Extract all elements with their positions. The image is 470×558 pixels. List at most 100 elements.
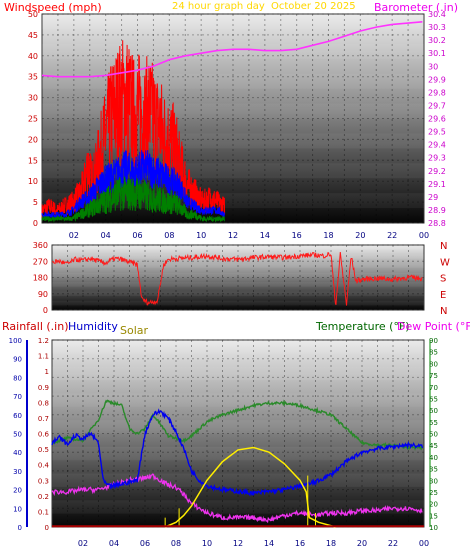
- rain-y-tick-label: 0.1: [38, 508, 49, 516]
- humidity-y-tick-label: 0: [18, 524, 22, 532]
- wind-y-tick-label: 15: [28, 156, 38, 165]
- humidity-series: [51, 408, 424, 497]
- humidity-panel-band: [52, 420, 424, 434]
- wind-y-tick-label: 45: [28, 31, 38, 40]
- baro-y-tick-label: 30.4: [428, 10, 446, 19]
- humidity-panel-band: [52, 340, 424, 354]
- x-tick-label: 08: [171, 539, 181, 548]
- dew-point-axis-title: Dew Point (°F): [397, 320, 470, 333]
- direction-panel-band: [52, 300, 424, 306]
- solar-axis-title: Solar: [120, 324, 149, 337]
- wind-direction-series: [51, 251, 423, 306]
- direction-y-tick-label: 270: [33, 257, 48, 266]
- axis-tick-labels: 02 04 06 08 10 12 14 16 18 20 22 000510152025303540…: [9, 10, 450, 548]
- x-tick-label: 00: [419, 539, 429, 548]
- temperature-y-tick-label: 70: [429, 384, 438, 392]
- x-tick-label: 06: [132, 231, 142, 240]
- baro-y-tick-label: 29.3: [428, 154, 446, 163]
- baro-y-tick-label: 29.4: [428, 141, 446, 150]
- wind-average-series: [41, 150, 226, 220]
- x-tick-label: 22: [387, 231, 397, 240]
- wind-y-tick-label: 30: [28, 94, 38, 103]
- temperature-y-tick-label: 50: [429, 431, 438, 439]
- x-tick-label: 20: [355, 231, 365, 240]
- wind-panel-band: [42, 14, 424, 29]
- compass-label: N: [440, 241, 447, 252]
- wind-y-tick-label: 10: [28, 177, 38, 186]
- compass-label: E: [440, 290, 446, 301]
- baro-y-tick-label: 28.9: [428, 206, 446, 215]
- humidity-y-tick-label: 10: [13, 505, 22, 513]
- barometer-axis-title: Barometer (.in): [374, 1, 458, 14]
- rain-y-tick-label: 0.3: [38, 477, 49, 485]
- humidity-panel-band: [52, 366, 424, 381]
- direction-y-tick-label: 90: [38, 290, 48, 299]
- x-tick-label: 18: [323, 231, 333, 240]
- wind-y-tick-label: 20: [28, 135, 38, 144]
- rain-y-tick-label: 1.1: [38, 353, 49, 361]
- compass-label: W: [440, 257, 450, 268]
- rainfall-axis-title: Rainfall (.in): [2, 320, 69, 333]
- baro-y-tick-label: 28.8: [428, 219, 446, 228]
- x-tick-label: 16: [295, 539, 305, 548]
- humidity-y-tick-label: 70: [13, 393, 22, 401]
- humidity-panel-background: [52, 340, 424, 527]
- rain-y-tick-label: 0.6: [38, 431, 50, 439]
- temperature-y-tick-label: 15: [429, 512, 438, 520]
- humidity-y-tick-label: 40: [13, 449, 22, 457]
- direction-panel-band: [52, 282, 424, 287]
- wind-panel-band: [42, 133, 424, 149]
- baro-y-tick-label: 29.9: [428, 75, 446, 84]
- x-tick-label: 18: [326, 539, 336, 548]
- compass-label: N: [440, 306, 447, 317]
- temperature-y-tick-label: 55: [429, 419, 438, 427]
- temperature-y-tick-label: 10: [429, 524, 438, 532]
- direction-y-tick-label: 360: [33, 241, 48, 250]
- humidity-y-tick-label: 60: [13, 412, 22, 420]
- chart-date: October 20 2025: [271, 1, 356, 12]
- humidity-panel-band: [52, 393, 424, 407]
- wind-panel-border: [41, 13, 425, 224]
- baro-y-tick-label: 30.3: [428, 23, 446, 32]
- humidity-y-tick-label: 20: [13, 487, 22, 495]
- temperature-axis-title: Temperature (°F): [315, 320, 410, 333]
- x-tick-label: 22: [388, 539, 398, 548]
- direction-panel-band: [52, 272, 424, 278]
- direction-panel-band: [52, 254, 424, 259]
- x-tick-label: 00: [419, 231, 429, 240]
- direction-panel-band: [52, 263, 424, 269]
- baro-y-tick-label: 29.7: [428, 101, 446, 110]
- temperature-y-tick-label: 65: [429, 395, 438, 403]
- temperature-y-tick-label: 35: [429, 466, 438, 474]
- temperature-y-tick-label: 80: [429, 360, 438, 368]
- rain-y-tick-label: 1: [45, 368, 49, 376]
- x-tick-label: 04: [109, 539, 119, 548]
- x-tick-label: 12: [228, 231, 238, 240]
- temperature-y-tick-label: 40: [429, 454, 438, 462]
- temperature-y-tick-label: 90: [429, 337, 438, 345]
- humidity-panel-band: [52, 500, 424, 514]
- wind-y-tick-label: 25: [28, 115, 38, 124]
- chart-title: 24 hour graph day: [172, 1, 265, 12]
- wind-y-tick-label: 50: [28, 10, 38, 19]
- barometer-series: [41, 21, 423, 78]
- baro-y-tick-label: 29.6: [428, 115, 446, 124]
- wind-y-tick-label: 5: [33, 198, 38, 207]
- compass-label: S: [440, 274, 446, 285]
- direction-y-tick-label: 180: [33, 274, 48, 283]
- x-tick-label: 14: [260, 231, 270, 240]
- baro-y-tick-label: 29.5: [428, 128, 446, 137]
- direction-panel-band: [52, 245, 424, 250]
- rain-y-tick-label: 0.5: [38, 446, 49, 454]
- rain-y-tick-label: 0.2: [38, 493, 49, 501]
- baro-y-tick-label: 30: [428, 62, 438, 71]
- x-tick-label: 10: [202, 539, 212, 548]
- direction-y-tick-label: 0: [43, 306, 48, 315]
- humidity-y-tick-label: 100: [9, 337, 22, 345]
- humidity-y-tick-label: 90: [13, 356, 22, 364]
- direction-panel-background: [52, 245, 424, 310]
- baro-y-tick-label: 29.2: [428, 167, 446, 176]
- rain-y-tick-label: 0.7: [38, 415, 49, 423]
- windspeed-axis-title: Windspeed (mph): [4, 1, 102, 14]
